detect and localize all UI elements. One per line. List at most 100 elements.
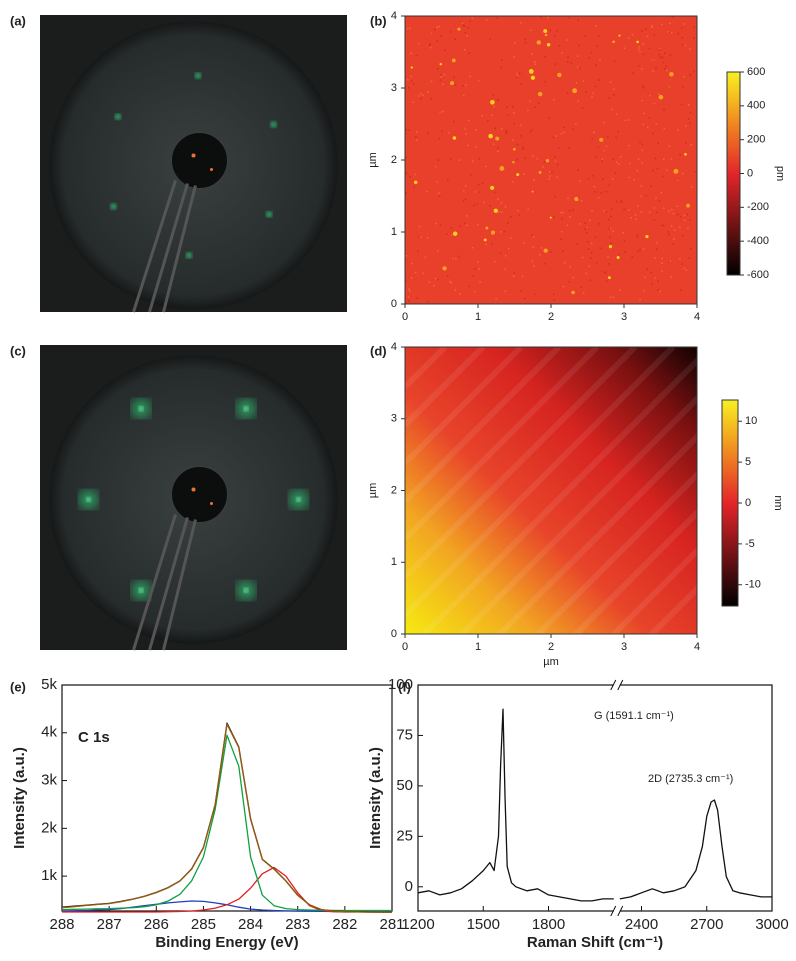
particle: [531, 190, 534, 193]
texture: [607, 218, 610, 221]
particle: [618, 34, 621, 37]
y-tick-label: 4: [391, 10, 397, 22]
texture: [554, 63, 556, 65]
texture: [654, 257, 656, 259]
texture: [554, 135, 557, 137]
texture: [643, 112, 645, 115]
terrace-edge: [402, 344, 714, 656]
texture: [693, 26, 695, 29]
x-tick-label: 282: [332, 916, 357, 933]
texture: [539, 254, 541, 256]
texture: [671, 209, 673, 211]
texture: [512, 275, 515, 277]
texture: [436, 40, 438, 42]
particle: [599, 137, 604, 142]
texture: [413, 186, 416, 189]
texture: [683, 75, 685, 78]
texture: [471, 246, 474, 249]
texture: [504, 290, 507, 293]
texture: [648, 47, 651, 50]
texture: [430, 46, 432, 49]
texture: [672, 243, 674, 245]
texture: [476, 203, 478, 205]
y-tick-label: 4: [391, 341, 397, 353]
texture: [568, 16, 571, 19]
particle: [545, 159, 550, 163]
texture: [602, 178, 604, 180]
colorbar-tick-label: -400: [747, 235, 769, 247]
texture: [562, 250, 564, 252]
texture: [548, 178, 550, 180]
y-tick-label: 1: [391, 556, 397, 568]
y-tick-label: 25: [396, 827, 413, 844]
terrace-edge: [402, 344, 448, 390]
texture: [608, 227, 610, 230]
texture: [462, 200, 465, 203]
texture: [411, 262, 414, 265]
x-axis-label: Binding Energy (eV): [155, 934, 298, 951]
texture: [410, 52, 412, 55]
texture: [420, 236, 422, 238]
texture: [405, 156, 407, 159]
texture: [584, 222, 586, 224]
texture: [534, 106, 537, 108]
texture: [659, 56, 662, 58]
texture: [639, 248, 641, 251]
texture: [522, 173, 525, 176]
diffraction-spot-core: [243, 587, 249, 593]
texture: [566, 39, 568, 41]
texture: [498, 211, 500, 213]
texture: [620, 201, 623, 204]
texture: [563, 131, 566, 134]
texture: [641, 85, 644, 87]
x-tick-label: 285: [191, 916, 216, 933]
texture: [612, 230, 615, 233]
texture: [594, 236, 597, 239]
texture: [572, 209, 574, 211]
texture: [578, 67, 581, 69]
texture: [687, 227, 689, 229]
texture: [654, 277, 657, 279]
x-tick-label: 4: [694, 311, 700, 323]
x-tick-label: 283: [285, 916, 310, 933]
particle: [490, 230, 496, 235]
texture: [534, 61, 536, 63]
texture: [552, 98, 555, 101]
texture: [657, 280, 659, 282]
series-line: [61, 722, 393, 913]
series-line: [61, 734, 392, 912]
texture: [608, 236, 611, 239]
texture: [641, 143, 644, 146]
texture: [638, 45, 640, 48]
texture: [556, 163, 559, 166]
texture: [669, 260, 671, 262]
texture: [671, 31, 673, 34]
texture: [600, 192, 602, 194]
texture: [561, 217, 563, 220]
texture: [494, 127, 496, 130]
texture: [549, 171, 551, 173]
texture: [507, 222, 509, 224]
texture: [567, 56, 569, 58]
y-tick-label: 0: [405, 878, 413, 895]
beam-spot: [210, 502, 213, 505]
texture: [450, 234, 453, 236]
y-axis-label: µm: [367, 152, 379, 168]
particle: [543, 29, 548, 33]
texture: [641, 99, 643, 102]
texture: [591, 210, 593, 212]
texture: [635, 218, 637, 221]
texture: [419, 92, 422, 95]
texture: [436, 68, 439, 70]
x-tick-label: 0: [402, 641, 408, 653]
texture: [458, 255, 460, 258]
particle: [490, 99, 495, 105]
texture: [407, 78, 409, 81]
y-tick-label: 1: [391, 226, 397, 238]
texture: [577, 100, 579, 102]
texture: [450, 227, 453, 229]
texture: [654, 157, 657, 160]
texture: [516, 143, 519, 146]
texture: [466, 224, 468, 227]
texture: [644, 276, 646, 279]
